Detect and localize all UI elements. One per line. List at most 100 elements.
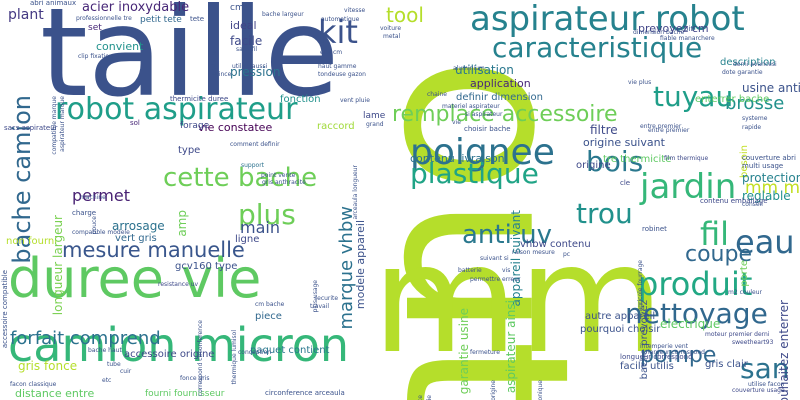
word: pourquoi choisir [580, 324, 661, 335]
word: vie plus [628, 79, 652, 86]
word: nettoyage [625, 297, 768, 330]
word: produit [638, 265, 753, 303]
word: circonference arceaula [265, 389, 345, 397]
word: cle [620, 179, 631, 187]
word: si aspirateur [465, 111, 503, 118]
word: cm bache [255, 301, 285, 308]
word: professionnelle tre [76, 15, 132, 22]
word: conception [238, 349, 272, 356]
word: entre premier [648, 127, 690, 134]
word: paquet contient [250, 345, 330, 356]
word: gris clair [705, 359, 748, 370]
word: distance entre [15, 387, 95, 400]
word: haut gamme [318, 63, 357, 70]
word: materiel aspirateur [442, 103, 500, 110]
word: bache haut [88, 347, 122, 354]
word: derni avancesi [733, 61, 777, 68]
word: fil [700, 215, 730, 253]
word: origine suivant [583, 136, 665, 149]
word: point vente [261, 172, 296, 179]
word: electrique [660, 317, 721, 331]
word: gcv160 type [175, 261, 238, 272]
word: m2 couleur [728, 289, 762, 296]
word: set [88, 23, 102, 33]
word: modele appareil [354, 220, 367, 310]
word: vhbw contenu [520, 239, 591, 250]
word: trou [576, 197, 633, 230]
word: compatible marque [51, 96, 58, 155]
word: amp [175, 210, 189, 237]
word: caracteristique [492, 31, 703, 64]
word: forfait comprend [10, 328, 161, 349]
word: entre premier [640, 123, 682, 130]
word: securite [314, 295, 339, 302]
word: charge [72, 209, 97, 217]
word: plus usage [312, 280, 319, 313]
word: resistance uv [158, 281, 199, 288]
word: moteur premier derni [705, 331, 770, 338]
word: robot aspirateur [55, 92, 298, 127]
word: correspond distance [417, 395, 424, 400]
word: tuyau [653, 80, 734, 113]
word: prevoyez cm [638, 22, 709, 35]
word: largeur correspond [648, 349, 705, 356]
word: voiture [380, 25, 402, 32]
word: appareil electronique [537, 380, 544, 400]
word: enterrer bache [695, 94, 770, 105]
word: conseil [742, 201, 763, 208]
word: compatible modele [72, 229, 130, 236]
word: tool [386, 3, 424, 27]
word: fonction [280, 94, 321, 105]
word: bit [684, 25, 694, 33]
word: vis [502, 267, 511, 274]
word: utilise aussi [232, 63, 268, 70]
word: vitesse [344, 7, 366, 14]
word: vert gris [115, 233, 157, 244]
word: cuir [120, 368, 132, 375]
word: eau [735, 223, 795, 261]
word: gris fonce [18, 359, 78, 373]
word: ligne [235, 234, 260, 245]
word: arceaula longueur [352, 165, 359, 220]
word: accessoire origine [124, 349, 215, 360]
word: raccord [317, 121, 355, 132]
word: mm mm [745, 178, 800, 198]
word: verre contre intemperie [426, 395, 433, 400]
word: type [178, 145, 201, 156]
word: fiable manarchere [660, 35, 715, 42]
word: porte [739, 260, 750, 287]
word: aspirateur marque [59, 96, 66, 152]
word: sweetheart93 [732, 339, 774, 346]
word: description [720, 57, 776, 68]
word: taille [40, 0, 340, 124]
word: usine anti [742, 81, 800, 95]
word: agricole fourrage [637, 260, 644, 312]
word: couverture abri [742, 154, 796, 162]
word: pompe [640, 343, 717, 368]
word: pression [230, 65, 281, 79]
word: chaine [427, 91, 447, 98]
word: etc [102, 377, 112, 384]
word: suivant si [480, 255, 509, 262]
word: camion micron [8, 318, 350, 372]
word: rapide [742, 124, 762, 131]
word: dote garantie [722, 69, 763, 76]
word: pince [215, 71, 232, 78]
word: systeme [742, 115, 768, 122]
word: garantie usine [457, 308, 471, 395]
word: lame [363, 111, 386, 121]
word: tre thermicite [603, 154, 672, 165]
word: tondeuse gazon [318, 71, 366, 78]
word: automatique [321, 16, 360, 23]
word: utilise facon [748, 381, 785, 388]
word: machine [80, 194, 106, 201]
word: anti uv [462, 220, 552, 250]
word: film thermique [664, 155, 709, 162]
word: poignee [410, 132, 555, 173]
word: contenu livraison [410, 152, 505, 165]
word: support [241, 162, 265, 169]
word: correspond circonference [197, 320, 204, 397]
word: acier inoxydable [82, 0, 190, 15]
word: grand [366, 121, 384, 128]
